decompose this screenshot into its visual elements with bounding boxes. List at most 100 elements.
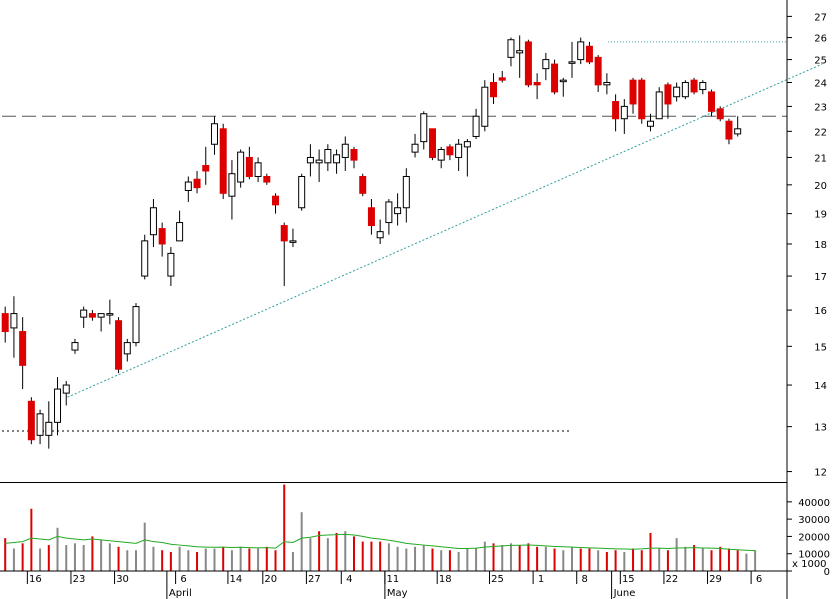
candle-body — [446, 146, 454, 156]
candle-body — [690, 79, 698, 93]
candle-body — [603, 82, 611, 86]
candle-body — [10, 313, 18, 329]
volume-bar — [396, 546, 399, 571]
price-tick-label: 18 — [814, 240, 827, 251]
candle-body — [149, 207, 157, 236]
month-label: May — [387, 588, 408, 599]
candle-body — [54, 388, 62, 423]
candle-body — [559, 79, 567, 83]
candle-body — [681, 82, 689, 98]
volume-tick-label: 10000 — [798, 550, 830, 561]
volume-bar — [623, 551, 626, 571]
price-tick-label: 17 — [814, 272, 827, 283]
volume-bar — [379, 541, 382, 571]
candle-body — [27, 400, 35, 441]
volume-bar — [492, 543, 495, 571]
volume-bar — [448, 550, 451, 571]
candle-body — [158, 228, 166, 245]
volume-bar — [536, 546, 539, 571]
volume-bar — [30, 508, 33, 571]
price-tick-label: 13 — [814, 423, 827, 434]
volume-bar — [82, 545, 85, 571]
candle-body — [176, 222, 184, 242]
candle-body — [263, 175, 271, 183]
candle-body — [88, 313, 96, 318]
volume-bar — [73, 543, 76, 571]
candle-body — [481, 86, 489, 127]
price-tick-label: 26 — [814, 34, 827, 45]
volume-bar — [47, 545, 50, 571]
candle-body — [228, 173, 236, 197]
candle-body — [428, 128, 436, 158]
day-tick-label: 14 — [230, 574, 243, 585]
volume-bar — [152, 546, 155, 571]
volume-bar — [649, 532, 652, 571]
day-tick-label: 27 — [308, 574, 321, 585]
volume-bar — [309, 538, 312, 571]
price-tick-label: 15 — [814, 342, 827, 353]
candle-body — [167, 252, 175, 277]
volume-bar — [117, 546, 120, 571]
volume-bar — [239, 546, 242, 571]
candle-body — [551, 63, 559, 93]
candle-body — [612, 101, 620, 120]
candle-body — [36, 413, 44, 436]
candle-body — [385, 201, 393, 224]
volume-bar — [605, 551, 608, 571]
candle-body — [664, 84, 672, 105]
day-tick-label: 20 — [264, 574, 277, 585]
day-tick-label: 23 — [73, 574, 86, 585]
day-tick-label: 6 — [756, 574, 762, 585]
volume-bar — [12, 548, 15, 571]
month-label: June — [613, 588, 636, 599]
day-tick-label: 25 — [491, 574, 504, 585]
candle-body — [245, 156, 253, 177]
volume-bar — [387, 543, 390, 571]
volume-unit-label: x 1000 — [792, 559, 827, 570]
day-tick-label: 30 — [116, 574, 129, 585]
volume-bar — [597, 550, 600, 571]
candle-body — [141, 240, 149, 277]
volume-bar — [640, 550, 643, 571]
price-tick-label: 14 — [814, 381, 827, 392]
volume-bar — [65, 545, 68, 571]
day-tick-label: 4 — [346, 574, 352, 585]
volume-tick-label: 0 — [824, 567, 830, 578]
candle-body — [298, 175, 306, 209]
candle-body — [359, 175, 367, 194]
volume-bar — [483, 541, 486, 571]
volume-bar — [204, 548, 207, 571]
price-tick-label: 25 — [814, 56, 827, 67]
volume-bar — [108, 543, 111, 571]
volume-bar — [562, 550, 565, 571]
volume-tick-label: 20000 — [798, 532, 830, 543]
volume-bar — [353, 536, 355, 571]
candle-body — [1, 313, 9, 333]
volume-bar — [466, 548, 469, 571]
volume-bar — [666, 550, 669, 571]
volume-bar — [265, 546, 268, 571]
candle-body — [594, 56, 602, 86]
candle-body — [210, 123, 218, 145]
volume-bar — [274, 550, 277, 571]
volume-bar — [39, 548, 42, 571]
volume-bar — [370, 541, 373, 571]
volume-bar — [161, 550, 164, 571]
volume-bar — [414, 546, 417, 571]
volume-bar — [457, 551, 460, 571]
volume-bar — [291, 551, 294, 571]
candle-body — [333, 154, 341, 164]
volume-bar — [213, 548, 216, 571]
candle-body — [673, 86, 681, 98]
volume-bar — [318, 531, 321, 571]
volume-bar — [754, 550, 757, 571]
candle-body — [646, 120, 654, 127]
price-tick-label: 21 — [814, 153, 827, 164]
volume-bar — [719, 546, 722, 571]
price-tick-label: 12 — [814, 468, 827, 479]
volume-bar — [579, 548, 582, 571]
day-tick-label: 16 — [29, 574, 42, 585]
candle-body — [315, 159, 323, 164]
volume-bar — [405, 548, 408, 571]
